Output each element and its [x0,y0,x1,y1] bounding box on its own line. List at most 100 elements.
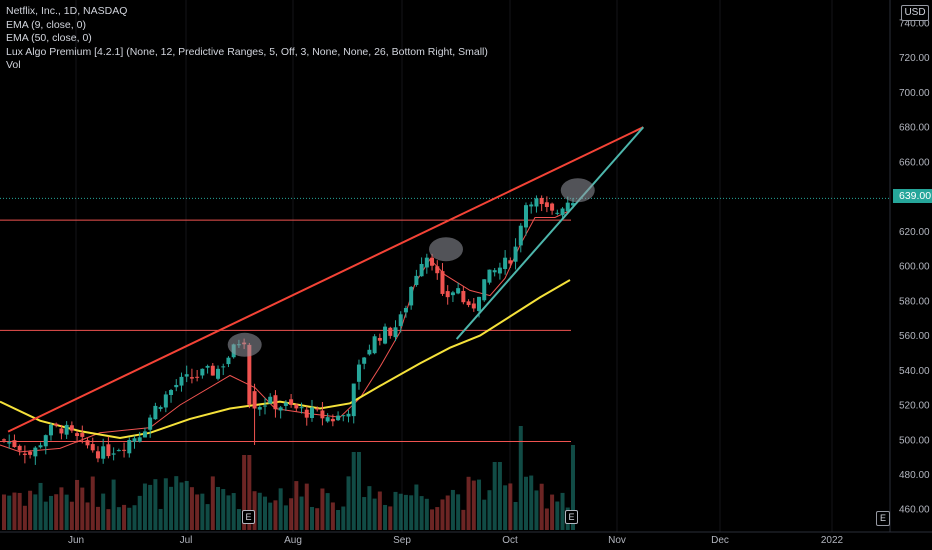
volume-bar [299,496,304,530]
volume-bar [205,504,210,530]
indicator-legend: Netflix, Inc., 1D, NASDAQ EMA (9, close,… [6,5,488,73]
candle-body [518,225,523,246]
volume-bar [210,476,215,530]
candle-body [372,336,377,354]
volume-bar [273,500,278,530]
currency-button[interactable]: USD [901,5,929,21]
candle-body [377,337,382,341]
volume-bar [242,455,247,530]
candle-body [367,349,372,355]
volume-bar [456,494,461,530]
ema9-line [0,210,571,453]
ema50-line [0,279,571,440]
legend-ema50[interactable]: EMA (50, close, 0) [6,32,92,44]
volume-bar [362,497,367,530]
volume-bar [189,487,194,530]
volume-bar [278,488,283,530]
resistance-levels [0,197,890,442]
volume-bar [216,486,221,530]
volume-bar [424,498,429,530]
volume-bar [315,508,320,530]
volume-bar [247,455,252,530]
earnings-badge-jul[interactable]: E [242,510,255,524]
candle-body [487,269,492,283]
candle-body [184,374,189,377]
y-tick-label-7: 600.00 [899,262,930,273]
volume-bar [539,483,544,530]
candle-body [471,303,476,309]
candle-body [403,307,408,313]
candle-body [283,402,288,406]
volume-bar [388,506,393,530]
volume-bar [75,479,80,530]
earnings-badge-oct[interactable]: E [565,510,578,524]
volume-bar [184,480,189,530]
candle-body [570,203,575,206]
candle-body [560,208,565,216]
chart-settings-badge[interactable]: E [876,511,890,526]
volume-bar [534,490,539,530]
volume-bar [377,491,382,530]
legend-volume[interactable]: Vol [6,59,21,71]
volume-bar [195,494,200,530]
candle-body [200,368,205,376]
volume-bar [503,485,508,530]
lower-trendline [455,126,645,340]
volume-bar [497,462,502,530]
candle-body [330,418,335,422]
y-tick-label-11: 520.00 [899,401,930,412]
volume-bar [268,502,273,530]
volume-bar [508,483,513,530]
volume-bars [2,426,575,530]
candle-body [513,246,518,262]
volume-bar [419,496,424,530]
candle-body [356,364,361,382]
candle-body [409,286,414,306]
candle-body [148,417,153,430]
candle-body [158,407,163,409]
volume-bar [236,509,241,530]
candle-body [299,407,304,409]
y-tick-label-4: 660.00 [899,157,930,168]
candle-body [497,267,502,274]
symbol-title[interactable]: Netflix, Inc., 1D, NASDAQ [6,5,128,17]
volume-bar [341,506,346,530]
volume-bar [7,495,12,530]
volume-bar [289,498,294,530]
candle-body [54,423,59,426]
candle-body [325,417,330,422]
candle-body [257,407,262,410]
candle-body [75,433,80,437]
legend-luxalgo[interactable]: Lux Algo Premium [4.2.1] (None, 12, Pred… [6,45,488,58]
candle-body [341,415,346,417]
y-tick-label-2: 700.00 [899,88,930,99]
volume-bar [409,495,414,530]
candle-body [12,440,17,448]
candle-body [33,447,38,457]
candle-body [362,357,367,364]
volume-bar [544,508,549,530]
x-tick-label-5: Nov [608,535,626,546]
candle-body [174,384,179,388]
volume-bar [487,490,492,530]
volume-bar [95,506,100,530]
candle-body [508,260,513,264]
candle-body [221,366,226,368]
candle-body [398,314,403,327]
candle-body [309,407,314,418]
candlesticks [2,195,575,465]
candle-body [226,357,231,365]
grid [75,0,833,532]
candle-body [524,205,528,228]
volume-bar [398,493,403,530]
candle-body [565,202,570,212]
volume-bar [101,493,106,530]
volume-bar [163,478,168,530]
volume-bar [59,487,64,530]
candle-body [320,410,325,419]
volume-bar [513,501,518,530]
x-tick-label-6: Dec [711,535,729,546]
legend-ema9[interactable]: EMA (9, close, 0) [6,18,86,31]
